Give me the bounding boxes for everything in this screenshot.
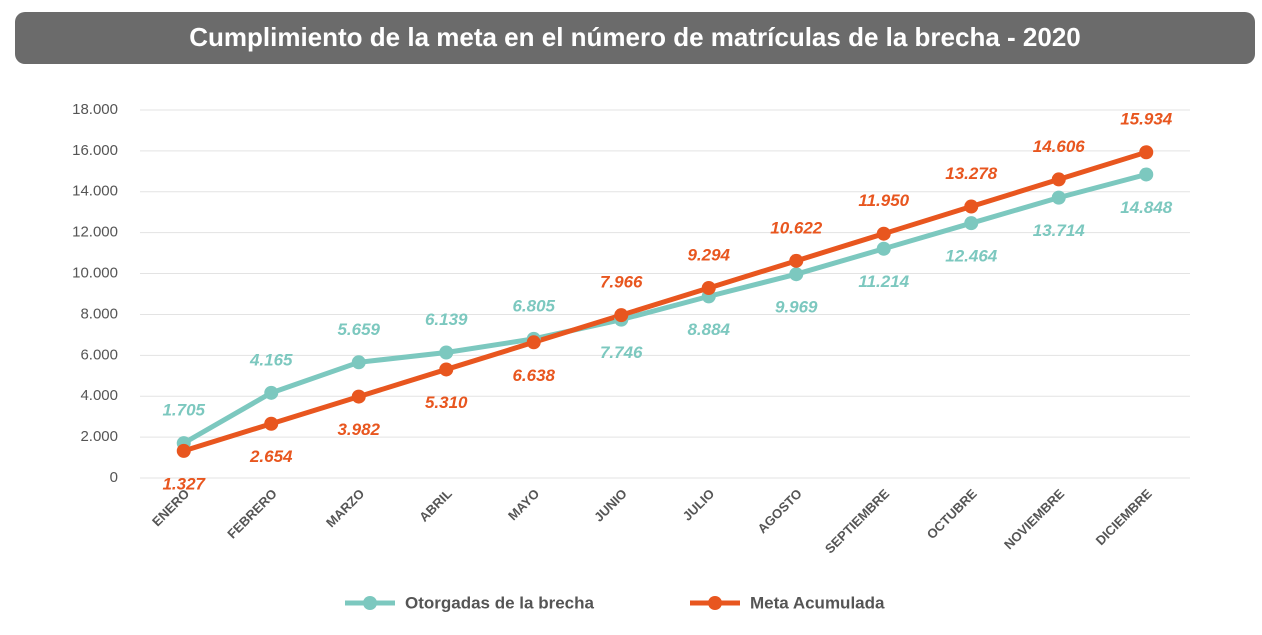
legend-label: Otorgadas de la brecha [405,593,594,612]
data-point [876,226,891,241]
data-label: 9.969 [775,298,818,317]
data-label: 9.294 [687,245,730,264]
legend-marker [708,596,722,610]
x-tick-label: MARZO [323,486,367,530]
data-point [964,216,979,231]
x-tick-label: DICIEMBRE [1093,486,1155,548]
data-label: 10.622 [770,218,823,237]
data-label: 5.659 [337,320,380,339]
data-label: 14.606 [1033,137,1086,156]
data-label: 2.654 [249,447,293,466]
data-point [614,308,629,323]
data-label: 11.950 [858,191,909,210]
data-point [1139,167,1154,182]
y-tick-label: 4.000 [80,387,118,404]
data-label: 6.139 [425,310,468,329]
y-tick-label: 8.000 [80,305,118,322]
data-label: 11.214 [858,272,909,291]
x-tick-label: JUNIO [591,486,630,525]
data-label: 7.746 [600,343,643,362]
y-tick-label: 18.000 [72,101,118,118]
series-line [183,149,1147,454]
x-tick-label: JULIO [680,486,718,524]
series-line [182,172,1147,446]
data-point [351,355,366,370]
y-tick-label: 0 [110,469,118,486]
data-point [964,199,979,214]
data-label: 6.805 [512,296,555,315]
data-point [1051,190,1066,205]
data-point [351,389,366,404]
y-tick-label: 14.000 [72,183,118,200]
data-label: 3.982 [337,420,380,439]
data-label: 12.464 [945,247,998,266]
data-label: 1.327 [162,474,206,493]
chart-title: Cumplimiento de la meta en el número de … [189,22,1081,52]
data-point [264,385,279,400]
y-tick-label: 12.000 [72,224,118,241]
data-point [789,253,804,268]
y-tick-label: 6.000 [80,346,118,363]
data-point [1051,172,1066,187]
data-point [439,345,454,360]
data-point [176,443,191,458]
x-tick-label: ABRIL [416,486,455,525]
data-point [264,416,279,431]
x-tick-label: OCTUBRE [924,486,980,542]
data-point [701,280,716,295]
data-label: 13.714 [1033,221,1086,240]
y-tick-label: 16.000 [72,142,118,159]
x-tick-label: SEPTIEMBRE [822,486,893,557]
data-label: 6.638 [512,366,555,385]
x-tick-label: AGOSTO [755,486,805,536]
x-tick-label: FEBRERO [224,486,280,542]
data-label: 1.705 [162,401,205,420]
data-point [526,335,541,350]
data-label: 15.934 [1120,110,1173,129]
data-label: 4.165 [249,350,293,369]
data-point [439,362,454,377]
y-tick-label: 2.000 [80,428,118,445]
data-point [876,241,891,256]
data-label: 13.278 [945,164,998,183]
x-tick-label: MAYO [505,486,542,523]
x-tick-label: NOVIEMBRE [1001,486,1068,553]
title-bar [15,12,1255,64]
data-point [1139,145,1154,160]
y-tick-label: 10.000 [72,265,118,282]
data-label: 14.848 [1120,198,1173,217]
data-label: 5.310 [425,393,468,412]
legend-label: Meta Acumulada [750,593,885,612]
data-label: 8.884 [687,320,730,339]
data-label: 7.966 [600,273,643,292]
legend-marker [363,596,377,610]
data-point [789,267,804,282]
